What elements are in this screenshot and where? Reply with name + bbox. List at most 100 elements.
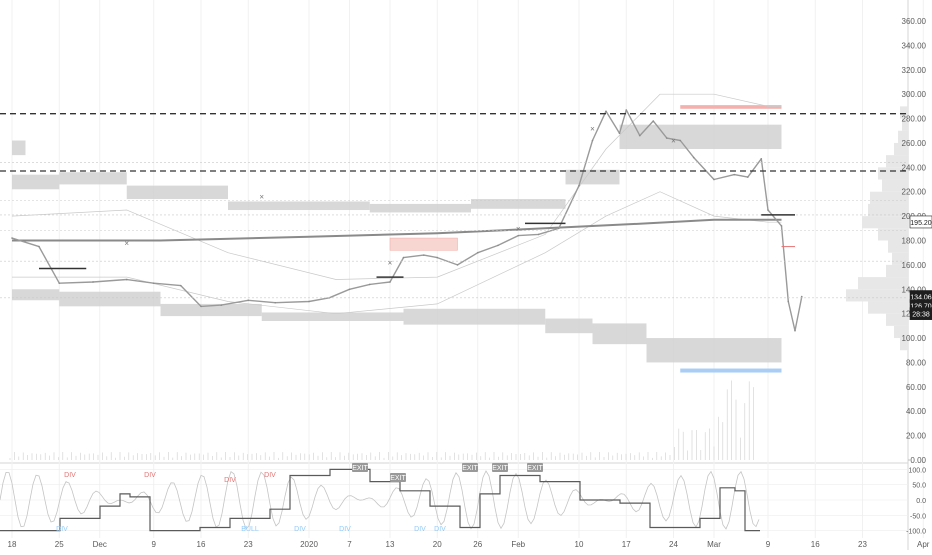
profile-bin: [862, 216, 908, 229]
price-point: [679, 139, 682, 142]
oscillator-tick-label: 100.0: [908, 467, 926, 474]
price-label: 126.70: [910, 303, 932, 310]
x-tick-label: 10: [575, 540, 584, 549]
price-point: [436, 256, 439, 259]
price-point: [389, 281, 391, 283]
oscillator-tick-label: 50.0: [912, 483, 926, 490]
level-band: [471, 199, 566, 209]
price-point: [179, 284, 182, 287]
exit-badge: [527, 463, 543, 472]
price-point: [692, 156, 695, 159]
price-point: [625, 109, 628, 111]
resistance-zone: [680, 105, 782, 109]
price-point: [733, 173, 736, 176]
price-point: [760, 157, 763, 160]
price-point: [767, 209, 769, 211]
price-point: [746, 176, 749, 178]
oscillator-tick-label: -100.0: [906, 529, 926, 536]
price-series: [11, 109, 803, 332]
price-point: [92, 281, 94, 283]
profile-bin: [894, 325, 908, 339]
signal-label: DIV: [64, 472, 76, 479]
exit-badge: [462, 463, 478, 472]
level-band: [160, 303, 262, 317]
price-point: [247, 299, 250, 302]
price-point: [422, 254, 425, 256]
level-band: [126, 185, 228, 200]
price-point: [517, 234, 520, 237]
price-point: [800, 295, 803, 298]
price-label-box: [909, 307, 932, 320]
level-band: [12, 174, 60, 190]
y-tick-label: 180.00: [902, 237, 927, 246]
price-point: [605, 110, 607, 113]
exit-signal-label: EXIT: [527, 465, 543, 472]
cross-marker: ×: [124, 239, 129, 248]
price-point: [665, 137, 668, 139]
signal-label: DIV: [339, 526, 351, 533]
upper-envelope: [11, 93, 782, 280]
profile-bin: [882, 179, 908, 192]
level-band: [228, 201, 370, 211]
price-point: [497, 244, 499, 247]
price-point: [787, 300, 790, 303]
price-point: [308, 300, 310, 303]
exit-signal-label: EXIT: [352, 465, 368, 472]
price-point: [368, 283, 371, 286]
level-band: [12, 289, 60, 301]
price-point: [652, 120, 655, 122]
oscillator-tick-label: -50.0: [910, 513, 926, 520]
moving-average-line: [12, 218, 782, 242]
y-tick-label: 280.00: [902, 115, 927, 124]
oscillator-tick-label: 0.0: [916, 498, 926, 505]
x-tick-label: 17: [622, 540, 631, 549]
signal-label: DIV: [224, 477, 236, 484]
x-tick-label: 25: [55, 540, 64, 549]
y-tick-label: 100.00: [902, 334, 927, 343]
x-tick-label: 9: [766, 540, 771, 549]
chart-markers: × × × × × ×: [124, 124, 676, 267]
x-tick-label: 16: [811, 540, 820, 549]
cross-marker: ×: [590, 124, 595, 133]
price-point: [58, 282, 61, 284]
profile-bin: [902, 118, 908, 131]
profile-bin: [858, 277, 908, 290]
x-tick-label: Dec: [93, 540, 107, 549]
y-tick-label: 260.00: [902, 139, 927, 148]
exit-badge: [492, 463, 508, 472]
level-band: [59, 291, 161, 307]
price-point: [476, 251, 479, 254]
x-tick-label: 18: [8, 540, 17, 549]
y-tick-label: 240.00: [902, 163, 927, 172]
exit-signal-label: EXIT: [390, 475, 406, 482]
cross-marker: ×: [259, 193, 264, 202]
x-tick-label: Mar: [707, 540, 721, 549]
price-point: [220, 304, 223, 306]
x-tick-label: 7: [347, 540, 352, 549]
highlight-zone: [389, 237, 458, 251]
y-tick-label: 40.00: [906, 407, 927, 416]
y-tick-label: 340.00: [902, 41, 927, 50]
level-band: [261, 312, 404, 321]
profile-bin: [878, 228, 908, 241]
x-tick-label: 9: [152, 540, 157, 549]
y-tick-label: 80.00: [906, 358, 927, 367]
price-point: [402, 256, 405, 259]
level-band: [545, 318, 593, 334]
signal-label: DIV: [144, 472, 156, 479]
price-point: [713, 178, 715, 181]
level-band: [646, 338, 782, 363]
fast-oscillator: [0, 470, 760, 530]
time-axis[interactable]: 18 25 Dec 9 16 23 2020 7 13 20 26 Feb 10 17 24 Mar 9 16 23…: [8, 540, 930, 549]
profile-bin: [886, 264, 908, 278]
profile-bin: [892, 252, 908, 265]
x-tick-label: 13: [386, 540, 395, 549]
y-tick-label: 360.00: [902, 17, 927, 26]
oscillator-axis[interactable]: 100.0 50.0 0.0 -50.0 -100.0: [906, 467, 926, 535]
signal-label: BULL: [241, 526, 259, 533]
y-tick-label: 60.00: [906, 383, 927, 392]
profile-bin: [900, 338, 908, 351]
price-point: [348, 288, 351, 291]
